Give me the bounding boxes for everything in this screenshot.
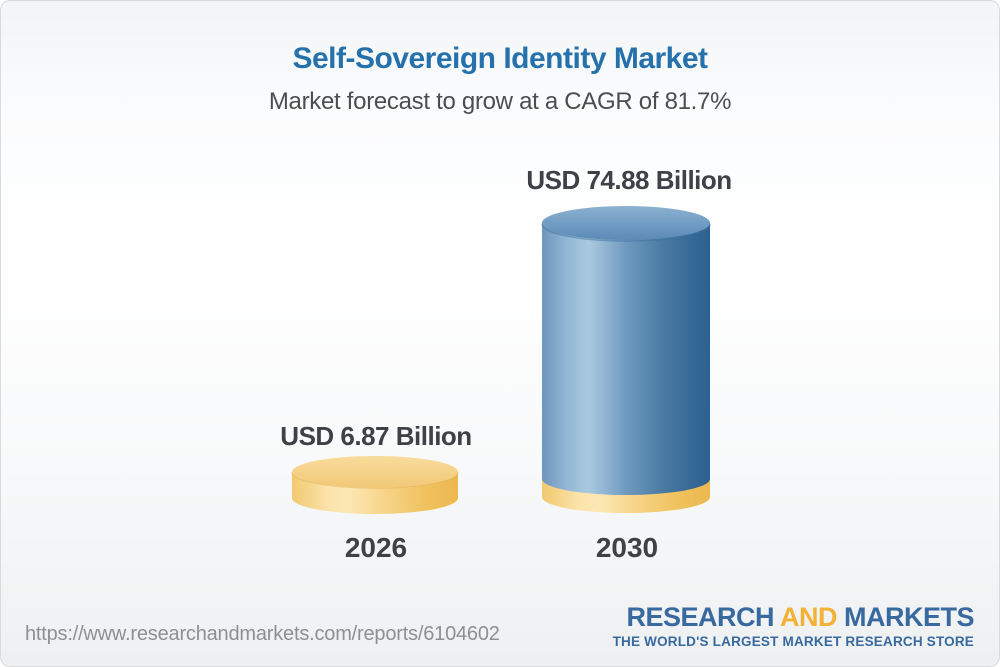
report-url: https://www.researchandmarkets.com/repor… <box>25 623 500 645</box>
bar-2030-rim-shadow <box>541 223 711 242</box>
bar-2026-top <box>292 456 458 488</box>
year-label-2030: 2030 <box>595 532 659 563</box>
logo-word-and: AND <box>779 602 838 632</box>
bar-2026-cylinder <box>291 456 459 514</box>
year-label-2026: 2026 <box>344 532 408 563</box>
bar-2030-cylinder <box>541 206 711 513</box>
research-and-markets-logo: RESEARCH AND MARKETS THE WORLD'S LARGEST… <box>612 603 975 650</box>
logo-tagline: THE WORLD'S LARGEST MARKET RESEARCH STOR… <box>612 634 974 650</box>
logo-wordmark: RESEARCH AND MARKETS <box>626 603 974 631</box>
logo-word-research: RESEARCH <box>626 602 774 632</box>
page-title: Self-Sovereign Identity Market <box>292 42 708 75</box>
chart-subtitle: Market forecast to grow at a CAGR of 81.… <box>268 88 732 115</box>
value-label-2026: USD 6.87 Billion <box>280 421 472 451</box>
logo-word-markets: MARKETS <box>844 602 975 632</box>
value-label-2030: USD 74.88 Billion <box>526 165 732 195</box>
bar-2030-top <box>542 206 710 240</box>
bar-2030-side <box>542 223 710 495</box>
